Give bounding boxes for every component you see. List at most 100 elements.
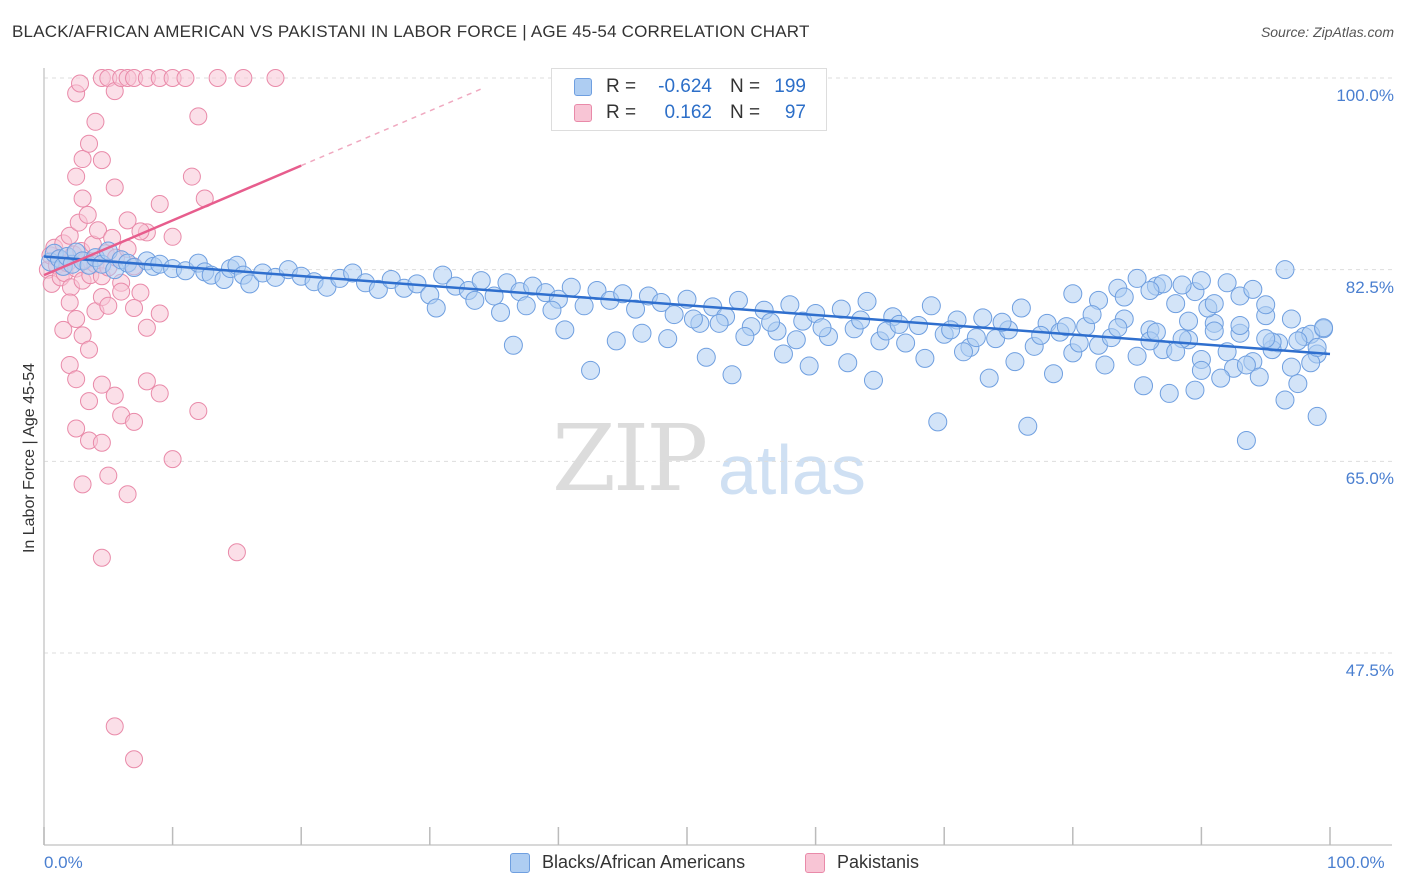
black-point	[1159, 383, 1179, 403]
black-point	[1185, 380, 1205, 400]
black-point	[786, 330, 806, 350]
pakistani-point	[208, 69, 227, 87]
y-tick-label: 100.0%	[1336, 86, 1394, 105]
pakistani-point	[125, 299, 144, 317]
n-label: N =	[730, 102, 761, 123]
black-point	[426, 298, 446, 318]
black-point	[1281, 357, 1301, 377]
black-point	[1166, 294, 1186, 314]
black-point	[863, 370, 883, 390]
black-point	[992, 312, 1012, 332]
pakistani-point	[150, 194, 169, 213]
black-point	[780, 295, 800, 315]
pakistani-point	[67, 309, 86, 328]
black-point	[1095, 355, 1115, 375]
black-point	[908, 316, 928, 336]
pakistani-point	[105, 717, 124, 736]
watermark-atlas: atlas	[718, 431, 866, 509]
black-point	[1275, 390, 1295, 410]
blue-swatch-icon	[510, 852, 530, 873]
y-tick-label: 65.0%	[1345, 469, 1394, 489]
pakistani-point	[67, 419, 86, 438]
grid-lines	[44, 77, 1392, 654]
black-point	[1056, 317, 1076, 337]
pakistani-point	[131, 283, 150, 302]
blue-swatch-icon	[574, 78, 592, 96]
black-point	[1140, 280, 1160, 300]
pakistani-point	[189, 107, 208, 126]
black-point	[1307, 406, 1327, 426]
black-point	[979, 368, 999, 388]
legend-item-pakistanis[interactable]: Pakistanis	[805, 852, 919, 873]
black-point	[1044, 364, 1064, 384]
black-point	[928, 412, 948, 432]
pakistani-point	[118, 211, 137, 230]
black-point	[838, 353, 858, 373]
pakistani-point	[99, 296, 118, 315]
pakistani-point	[163, 227, 182, 246]
black-point	[1005, 352, 1025, 372]
pakistani-point	[163, 450, 182, 469]
black-point	[812, 318, 832, 338]
black-point	[735, 326, 755, 346]
black-point	[1204, 294, 1224, 314]
black-point	[516, 296, 536, 316]
black-point	[1243, 279, 1263, 299]
legend-item-blacks[interactable]: Blacks/African Americans	[510, 852, 745, 873]
pakistani-point	[67, 167, 86, 186]
black-point	[1236, 355, 1256, 375]
black-point	[953, 342, 973, 362]
black-point	[1127, 268, 1147, 288]
pakistani-point	[234, 69, 253, 87]
y-tick-label: 47.5%	[1345, 661, 1394, 680]
r-label: R =	[606, 76, 637, 97]
watermark-zip: ZIP	[552, 405, 708, 512]
black-point	[1281, 309, 1301, 329]
r-value-blacks: -0.624	[658, 76, 712, 97]
pakistani-point	[80, 340, 99, 359]
legend-label-pakistanis: Pakistanis	[837, 852, 920, 872]
black-point	[773, 344, 793, 364]
black-point	[1256, 329, 1276, 349]
black-point	[896, 333, 916, 353]
black-point	[1204, 321, 1224, 341]
black-point	[1314, 318, 1334, 338]
black-point	[915, 348, 935, 368]
black-point	[709, 313, 729, 333]
black-point	[857, 291, 877, 311]
pink-swatch-icon	[574, 104, 592, 122]
trend-lines	[43, 88, 1331, 356]
pakistani-point	[189, 401, 208, 420]
chart-title: BLACK/AFRICAN AMERICAN VS PAKISTANI IN L…	[12, 22, 810, 41]
black-point	[606, 331, 626, 351]
pakistani-point	[266, 69, 285, 87]
black-point	[465, 290, 485, 310]
black-point	[343, 263, 363, 283]
legend-label-blacks: Blacks/African Americans	[542, 852, 746, 872]
pakistani-point	[92, 433, 111, 452]
pakistani-point	[112, 282, 131, 301]
black-point	[240, 274, 260, 294]
pakistani-point	[92, 548, 111, 567]
black-point	[1288, 374, 1308, 394]
black-point	[696, 347, 716, 367]
pakistani-point	[137, 318, 156, 337]
black-point	[966, 328, 986, 348]
pakistani-point	[60, 226, 79, 245]
black-point	[1256, 295, 1276, 315]
black-point	[433, 265, 453, 285]
pakistani-point	[99, 466, 118, 485]
r-label: R =	[606, 102, 637, 123]
black-point	[1069, 333, 1089, 353]
pakistani-point	[125, 412, 144, 431]
pakistani-point	[73, 150, 92, 169]
y-tick-label: 82.5%	[1345, 277, 1394, 297]
black-point	[1018, 416, 1038, 436]
n-value-blacks: 199	[774, 76, 806, 97]
black-point	[921, 296, 941, 316]
pakistani-point	[78, 205, 97, 224]
blacks-points	[40, 241, 1334, 451]
black-point	[1179, 311, 1199, 331]
black-point	[1011, 298, 1031, 318]
black-point	[1063, 284, 1083, 304]
